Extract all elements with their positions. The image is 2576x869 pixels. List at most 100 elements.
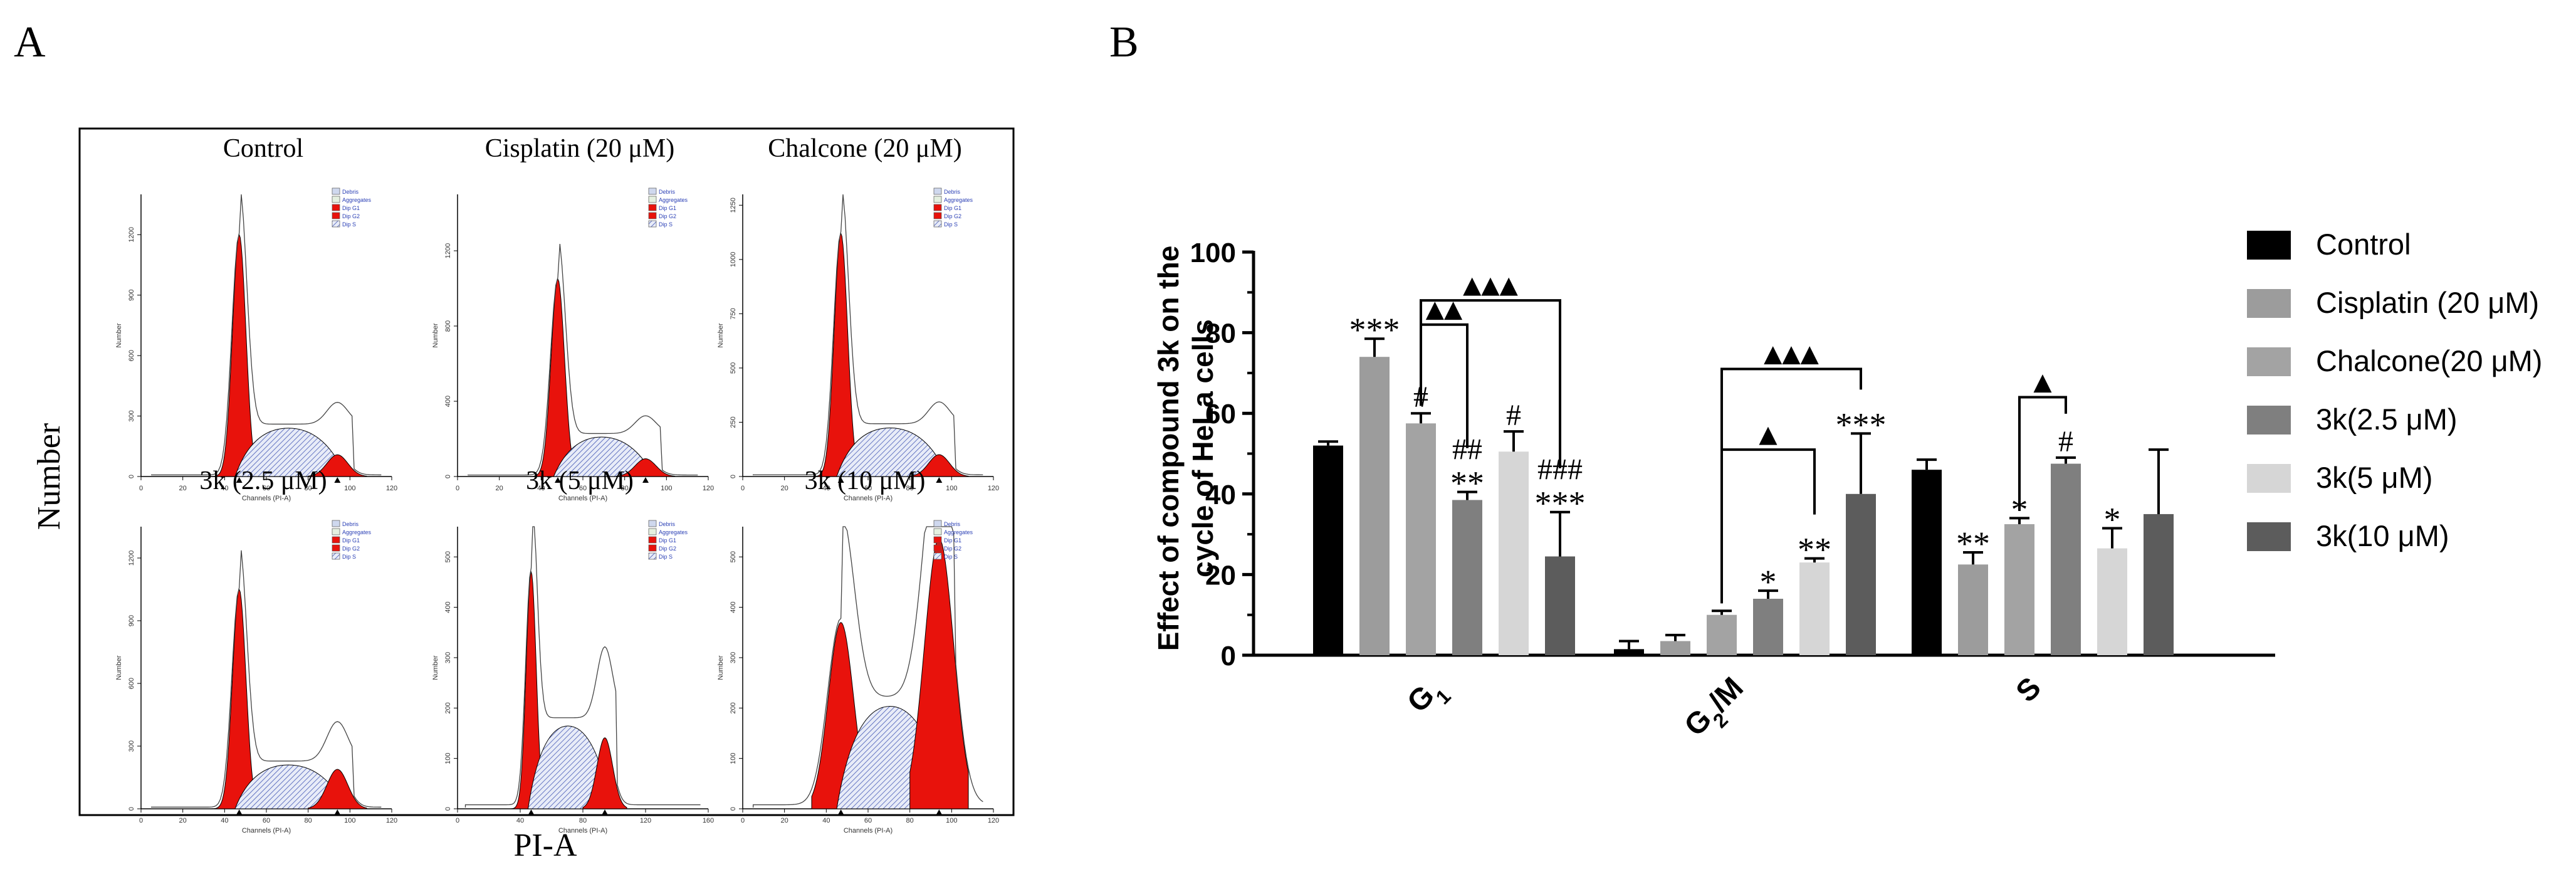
peak-marker	[602, 809, 608, 815]
category-label: G1	[1401, 671, 1455, 725]
histogram-x-tick-label: 120	[703, 485, 714, 492]
histogram-y-tick-label: 900	[128, 290, 135, 301]
histogram-y-tick-label: 300	[128, 740, 135, 752]
histogram-title: 3k (10 μM)	[805, 466, 926, 495]
histogram-x-tick-label: 80	[305, 485, 312, 492]
bar	[1799, 562, 1830, 655]
peak-marker	[837, 477, 844, 483]
histogram-trace	[151, 194, 382, 476]
histogram-x-tick-label: 120	[640, 817, 651, 824]
bar	[1406, 423, 1436, 655]
histogram-x-tick-label: 0	[741, 817, 745, 824]
mini-legend-label: Debris	[342, 521, 359, 527]
histogram-x-title: Channels (PI-A)	[844, 495, 893, 502]
histogram-x-tick-label: 80	[621, 485, 629, 492]
legend-swatch	[2247, 522, 2291, 551]
histogram-y-tick-label: 750	[730, 308, 737, 319]
mini-legend-label: Dip G2	[659, 213, 676, 219]
histogram-title: Chalcone (20 μM)	[768, 134, 961, 163]
histogram-y-title: Number	[717, 323, 725, 347]
mini-legend-swatch	[648, 544, 657, 552]
histogram-x-tick-label: 0	[139, 485, 143, 492]
mini-legend-label: Debris	[944, 521, 961, 527]
mini-legend-label: Dip S	[659, 554, 673, 560]
histogram-x-tick-label: 60	[263, 817, 270, 824]
mini-legend-swatch	[933, 220, 942, 228]
bar	[1707, 614, 1737, 655]
mini-legend-label: Dip G1	[944, 205, 961, 211]
peak-marker	[236, 809, 243, 815]
mini-legend-label: Dip S	[342, 221, 356, 228]
mini-legend-swatch	[648, 552, 657, 560]
histogram-panel: 3k (5 μM)0 40 80 120 1600100200300400500Chan…	[432, 466, 714, 835]
histogram-x-title: Channels (PI-A)	[844, 827, 893, 835]
histogram-panel: Cisplatin (20 μM)0 20 40 60 80 100 12004008001…	[432, 134, 714, 502]
mini-legend-swatch	[933, 212, 942, 219]
histogram-x-tick-label: 60	[864, 817, 872, 824]
category-label: S	[2010, 671, 2048, 708]
mini-legend-label: Dip G2	[944, 545, 961, 552]
bar	[1313, 445, 1343, 655]
bar	[1545, 556, 1575, 655]
histogram-x-tick-label: 80	[906, 485, 914, 492]
comparison-label: ▲	[2033, 367, 2052, 395]
significance-mark: ***	[1836, 406, 1887, 443]
mini-legend-label: Dip S	[659, 221, 673, 228]
histogram-panel: 3k (2.5 μM)0 20 40 60 80 100 12003006009001200…	[115, 466, 397, 835]
mini-legend-swatch	[933, 528, 942, 535]
histogram-y-tick-label: 1250	[730, 198, 737, 213]
histogram-x-tick-label: 160	[703, 817, 714, 824]
legend-swatch	[2247, 289, 2291, 318]
significance-mark: *	[2104, 500, 2121, 538]
mini-legend-swatch	[933, 536, 942, 544]
histogram-x-tick-label: 120	[386, 817, 397, 824]
mini-legend-swatch	[933, 196, 942, 203]
histogram-y-tick-label: 0	[128, 475, 135, 478]
mini-legend-swatch	[648, 204, 657, 211]
histogram-x-tick-label: 60	[864, 485, 872, 492]
histogram-x-title: Channels (PI-A)	[558, 827, 607, 835]
y-axis-title-line1: Effect of compound 3k on the	[1152, 246, 1185, 651]
histogram-x-tick-label: 100	[946, 485, 957, 492]
peak-marker	[528, 809, 535, 815]
histogram-y-title: Number	[115, 323, 123, 347]
chart-legend: Control Cisplatin (20 μM) Chalcone(20 μM) 3…	[2247, 228, 2542, 552]
histogram-y-tick-label: 0	[444, 475, 452, 478]
histogram-y-tick-label: 1000	[730, 252, 737, 267]
mini-legend-swatch	[933, 204, 942, 211]
histogram-x-tick-label: 20	[781, 485, 788, 492]
mini-legend-swatch	[332, 536, 340, 544]
y-tick-label: 20	[1205, 560, 1236, 591]
bar	[1452, 500, 1482, 655]
mini-legend-swatch	[648, 528, 657, 535]
bar	[2051, 463, 2081, 655]
histogram-x-tick-label: 120	[988, 817, 999, 824]
peak-marker	[334, 477, 341, 483]
mini-legend-swatch	[332, 520, 340, 527]
mini-legend-swatch	[332, 196, 340, 203]
histogram-x-tick-label: 40	[537, 485, 545, 492]
histogram-x-tick-label: 0	[456, 485, 459, 492]
mini-legend-swatch	[648, 536, 657, 544]
mini-legend-label: Dip S	[342, 554, 356, 560]
panel-a-y-label: Number	[31, 423, 67, 530]
legend-swatch	[2247, 231, 2291, 260]
mini-legend-label: Dip G1	[342, 205, 360, 211]
panel-a-frame	[78, 127, 1015, 816]
bar	[2144, 514, 2174, 655]
mini-legend-label: Dip G1	[342, 537, 360, 544]
histogram-y-title: Number	[717, 655, 725, 680]
histogram-x-tick-label: 40	[221, 485, 228, 492]
bar-chart: 020406080100*****#*##***##***###******G1…	[1190, 238, 2275, 742]
histogram-title: Control	[223, 134, 303, 163]
mini-legend-label: Debris	[944, 189, 961, 195]
mini-legend-swatch	[332, 187, 340, 195]
histogram-y-tick-label: 200	[444, 702, 452, 714]
histogram-y-tick-label: 900	[128, 615, 135, 626]
legend-label: Cisplatin (20 μM)	[2316, 286, 2539, 319]
comparison-bracket	[1420, 299, 1561, 468]
histogram-y-tick-label: 400	[730, 601, 737, 613]
mini-legend-swatch	[933, 544, 942, 552]
